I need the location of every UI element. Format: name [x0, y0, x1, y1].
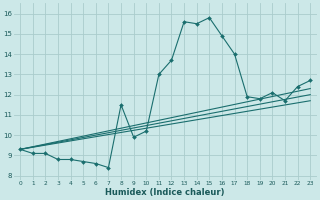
X-axis label: Humidex (Indice chaleur): Humidex (Indice chaleur): [106, 188, 225, 197]
